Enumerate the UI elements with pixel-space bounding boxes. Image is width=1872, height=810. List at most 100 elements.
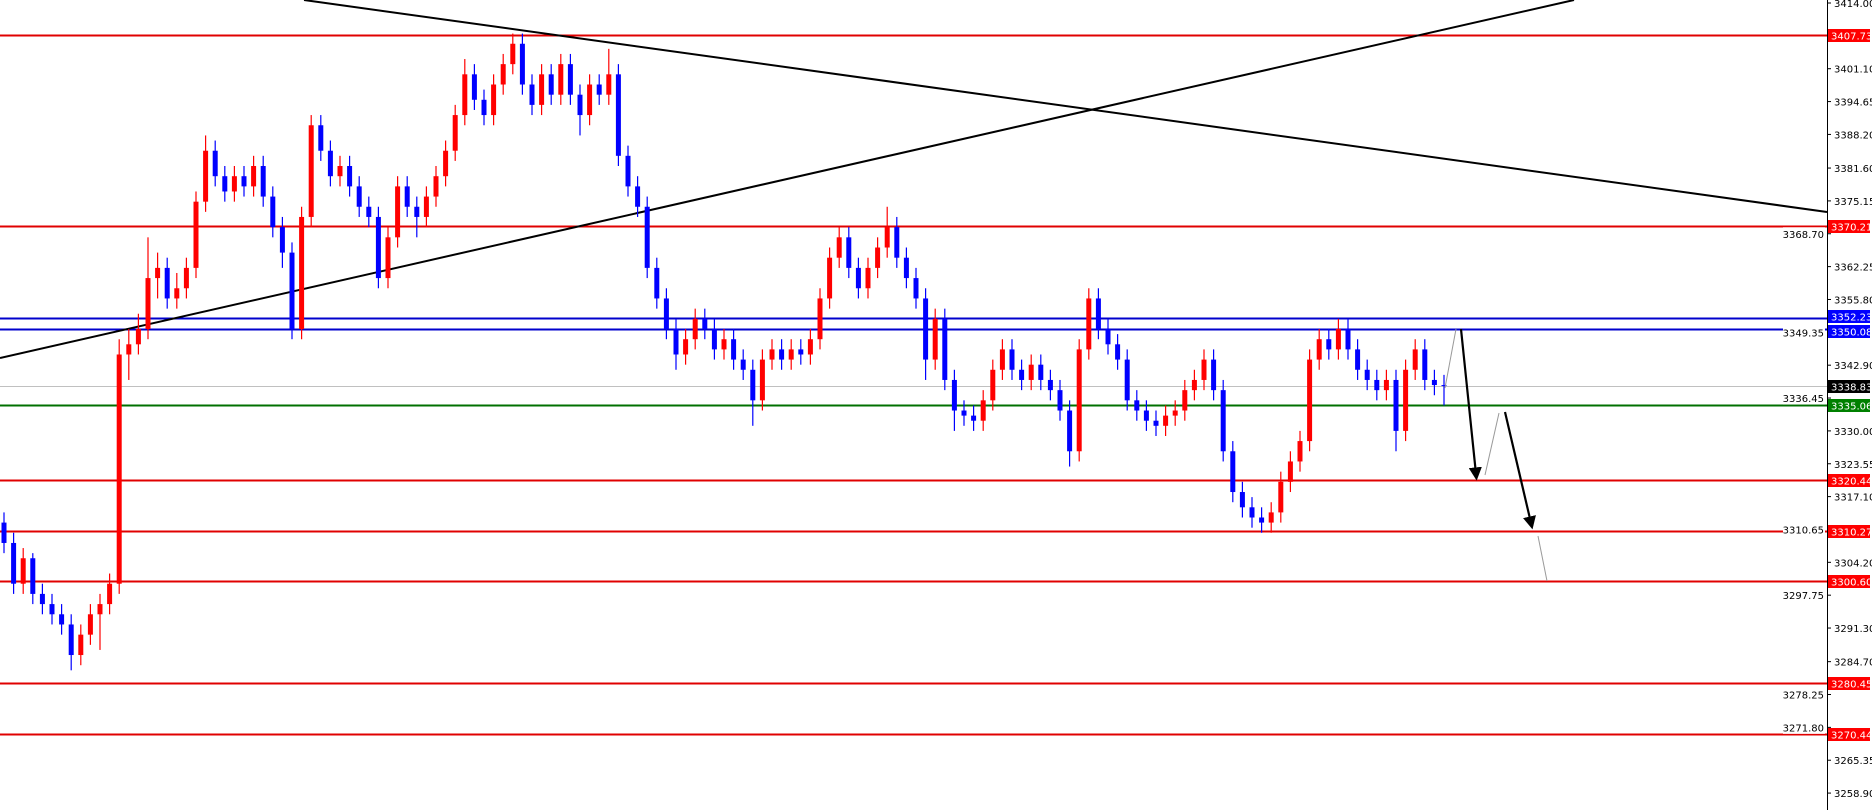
candle (462, 59, 468, 126)
candle (1422, 339, 1428, 391)
candle-body (1076, 349, 1082, 452)
candle (279, 216, 285, 268)
y-tick-label: 3330.00 (1834, 427, 1872, 438)
candle (606, 48, 612, 105)
candle-body (1182, 390, 1188, 411)
candle-body (289, 252, 295, 330)
candle-body (999, 349, 1005, 370)
candle-body (577, 94, 583, 116)
y-tick-label: 3401.10 (1834, 65, 1872, 76)
candle (1220, 379, 1226, 462)
candle-body (279, 227, 285, 253)
candle (1393, 369, 1399, 452)
candle (587, 74, 593, 126)
y-tick-label: 3368.70 (1783, 230, 1824, 241)
y-tick-label: 3258.90 (1834, 789, 1872, 800)
candle-body (1019, 369, 1025, 380)
candle (999, 339, 1005, 380)
candle-body (827, 257, 833, 299)
y-tick-label-backdrop (1783, 522, 1825, 536)
candle (1364, 359, 1370, 391)
candle (1095, 288, 1101, 340)
candle-body (1374, 379, 1380, 391)
candle (414, 196, 420, 238)
y-tick-label-backdrop (1783, 588, 1825, 602)
candle-body (78, 634, 84, 656)
candle (1115, 334, 1121, 370)
candle (702, 308, 708, 340)
candle-body (155, 267, 161, 279)
candle-body (798, 349, 804, 355)
candle (663, 288, 669, 340)
candle-body (836, 237, 842, 258)
candle-body (875, 247, 881, 268)
candle (1316, 329, 1322, 370)
candle-body (625, 155, 631, 187)
candle (875, 237, 881, 279)
candle-body (606, 74, 612, 95)
candle (1086, 288, 1092, 360)
candle (827, 247, 833, 309)
candle (683, 329, 689, 365)
candle-body (491, 84, 497, 116)
candle (1143, 400, 1149, 431)
candle (1038, 354, 1044, 391)
candle-body (932, 318, 938, 360)
y-tick-label: 3414.00 (1834, 0, 1872, 10)
candle (961, 400, 967, 426)
candle (116, 339, 122, 594)
projection-down-segment (1537, 535, 1548, 582)
candle-body (395, 186, 401, 238)
candle-body (683, 339, 689, 355)
candle (1355, 339, 1361, 380)
candle (1, 512, 7, 554)
candle (59, 604, 65, 635)
candle-body (519, 43, 525, 85)
candle (779, 339, 785, 370)
candle-body (1086, 298, 1092, 350)
candle (731, 329, 737, 370)
candle (894, 216, 900, 268)
candle-body (1105, 329, 1111, 345)
descending-trendline[interactable] (303, 0, 1828, 213)
candle (846, 227, 852, 279)
candle (97, 593, 103, 650)
candle (481, 89, 487, 126)
candle (942, 308, 948, 391)
candle-body (923, 298, 929, 360)
candle-body (183, 267, 189, 289)
candle (1383, 369, 1389, 401)
candle-body (1230, 451, 1236, 493)
candle-body (462, 74, 468, 116)
candle (318, 115, 324, 161)
candle (443, 140, 449, 187)
candle (1153, 410, 1159, 436)
candle (433, 166, 439, 207)
candle-body (1403, 369, 1409, 431)
candle-body (1383, 379, 1389, 391)
ascending-trendline[interactable] (0, 0, 1575, 359)
candle-body (529, 84, 535, 105)
candle (807, 329, 813, 365)
level-label-box (1828, 575, 1870, 588)
candle (567, 53, 573, 105)
candle-body (1249, 507, 1255, 518)
candle (673, 318, 679, 370)
candle-body (1297, 441, 1303, 462)
candle (971, 405, 977, 431)
candle-body (145, 278, 151, 330)
candle-body (1431, 379, 1437, 386)
candle (1201, 349, 1207, 391)
candle (1287, 451, 1293, 493)
candle-body (231, 176, 237, 192)
candle-body (1412, 349, 1418, 370)
candle (1047, 369, 1053, 401)
candle-body (193, 201, 199, 268)
candle (1163, 405, 1169, 436)
candle-body (1441, 385, 1447, 387)
candle (654, 257, 660, 309)
candle (500, 53, 506, 95)
candle (759, 349, 765, 411)
candle (1326, 329, 1332, 360)
